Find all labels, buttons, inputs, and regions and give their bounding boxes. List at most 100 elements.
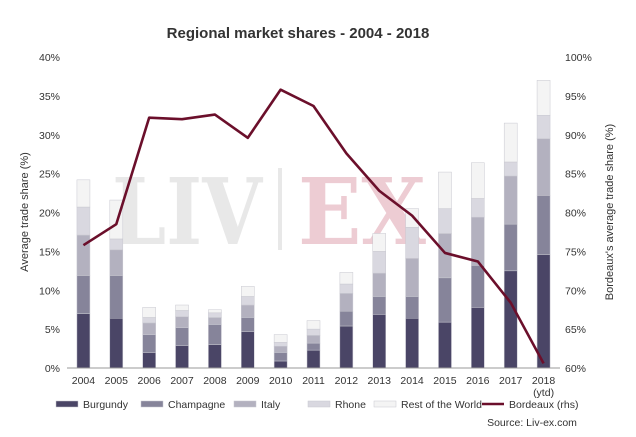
y2-tick-label: 90% [565,130,586,142]
bar-rhone-2017 [503,161,518,177]
axes: 0% 5% 10% 15% 20% 25% 30% 35% 40% 60% 65% 70% 75% 80%… [39,52,592,399]
x-tick-label: 2007 [170,375,194,387]
bar-italy-2013 [372,272,386,297]
legend-label-champagne: Champagne [168,399,225,411]
x-tick-label: 2016 [466,375,490,387]
bar-rhone-2007 [175,310,189,317]
legend-label-rest-of-the-world: Rest of the World [401,399,482,411]
legend-swatch-rhone [307,400,331,408]
x-tick-label: 2011 [302,375,325,387]
bar-champagne-2006 [142,334,156,353]
bar-rest-of-the-world-2018 [536,80,551,116]
bar-rhone-2009 [241,296,255,306]
legend-swatch-rest-of-the-world [373,400,397,408]
y2-tick-label: 65% [565,324,586,336]
y2-tick-label: 60% [565,363,586,375]
bar-italy-2015 [438,233,452,279]
y-tick-label: 0% [45,363,60,375]
legend-label-bordeaux-rhs: Bordeaux (rhs) [509,399,578,411]
bar-champagne-2014 [405,296,419,319]
bar-rhone-2016 [471,198,485,218]
bar-rhone-2018 [536,115,551,139]
bar-burgundy-2006 [142,352,156,369]
bar-rest-of-the-world-2013 [372,233,386,252]
bar-champagne-2017 [503,223,518,272]
bar-rest-of-the-world-2009 [241,286,255,297]
bar-rest-of-the-world-2007 [175,304,189,311]
x-tick-label: 2017 [499,375,523,387]
y2-tick-label: 75% [565,246,586,258]
y2-axis-title: Bordeaux's average trade share (%) [604,124,616,300]
bar-burgundy-2018 [536,254,551,369]
bar-burgundy-2004 [76,313,91,369]
x-tick-label: 2014 [400,375,424,387]
bar-champagne-2009 [241,317,255,332]
bar-burgundy-2015 [438,321,452,369]
bar-burgundy-2017 [503,270,518,369]
x-tick-label: 2004 [72,375,96,387]
bar-italy-2017 [503,175,518,225]
bar-italy-2008 [208,317,222,325]
bar-champagne-2012 [339,310,354,327]
x-tick-label: 2010 [269,375,293,387]
svg-text:EX: EX [298,158,427,266]
bar-burgundy-2014 [405,317,419,369]
bar-champagne-2007 [175,327,189,346]
bar-italy-2009 [241,304,255,318]
bar-champagne-2010 [273,352,288,362]
bar-rest-of-the-world-2016 [471,162,485,199]
bar-champagne-2015 [438,277,452,323]
bar-champagne-2005 [109,275,124,319]
bar-italy-2006 [142,322,156,335]
bar-burgundy-2007 [175,345,189,369]
legend: Burgundy Champagne Italy Rhone Rest of the W… [55,399,578,411]
bar-burgundy-2013 [372,314,386,369]
bar-champagne-2016 [471,265,485,308]
legend-swatch-burgundy [55,400,79,408]
bar-burgundy-2011 [306,349,321,369]
y-tick-label: 5% [45,324,60,336]
bar-rest-of-the-world-2010 [273,334,288,343]
y-tick-label: 30% [39,130,60,142]
line-bordeaux [82,88,545,364]
bar-rhone-2010 [273,342,288,347]
bar-champagne-2018 [536,195,551,255]
bar-rhone-2012 [339,283,354,294]
x-tick-label: 2009 [236,375,260,387]
y-tick-label: 40% [39,52,60,64]
bar-rest-of-the-world-2011 [306,320,321,330]
y-tick-label: 20% [39,208,60,220]
x-tick-label: 2005 [105,375,129,387]
y-tick-label: 25% [39,169,60,181]
line-layer [82,88,545,364]
bar-rhone-2005 [109,238,124,251]
bar-rhone-2006 [142,317,156,324]
y2-tick-label: 70% [565,285,586,297]
bar-rhone-2014 [405,227,419,259]
bar-champagne-2004 [76,275,91,314]
bar-rest-of-the-world-2006 [142,307,156,318]
x-tick-label: 2018 [532,375,556,387]
bar-rhone-2015 [438,208,452,234]
bar-burgundy-2016 [471,307,485,369]
y-tick-label: 35% [39,91,60,103]
watermark: LIV EX [112,158,427,266]
y2-tick-label: 80% [565,208,586,220]
bar-italy-2010 [273,345,288,353]
chart-title: Regional market shares - 2004 - 2018 [167,25,430,42]
bar-rest-of-the-world-2015 [438,171,452,209]
bar-italy-2007 [175,316,189,328]
x-tick-sublabel: (ytd) [533,387,554,399]
y-tick-label: 15% [39,246,60,258]
source-note: Source: Liv-ex.com [487,417,577,429]
x-tick-label: 2008 [203,375,227,387]
y2-tick-label: 95% [565,91,586,103]
x-tick-label: 2013 [368,375,392,387]
bar-burgundy-2009 [241,331,255,369]
svg-text:LIV: LIV [112,158,263,266]
bar-burgundy-2012 [339,325,354,369]
bar-italy-2014 [405,258,419,297]
x-tick-label: 2006 [137,375,161,387]
bar-champagne-2013 [372,296,386,315]
bar-champagne-2011 [306,342,321,351]
